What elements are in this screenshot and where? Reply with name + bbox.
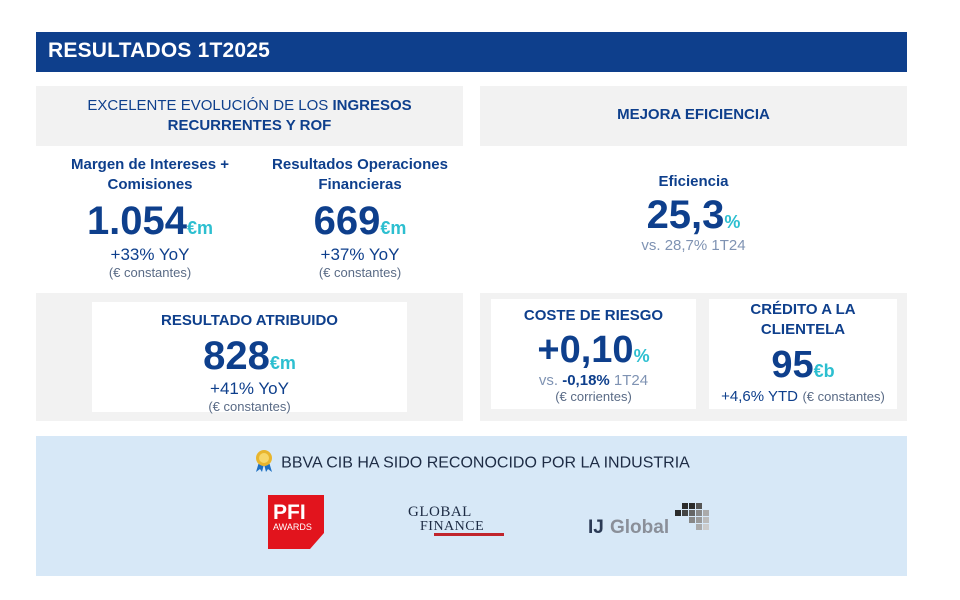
credito-label-line1: CRÉDITO A LA — [750, 301, 856, 318]
resultado-unit: €m — [269, 353, 296, 373]
metric-label: Margen de Intereses + Comisiones — [50, 155, 250, 195]
eficiencia-label: Eficiencia — [658, 173, 729, 190]
resultado-change: +41% YoY — [210, 379, 289, 398]
riesgo-credito-panel: COSTE DE RIESGO +0,10% vs. -0,18% 1T24 (… — [480, 293, 907, 421]
right-panel-title: MEJORA EFICIENCIA — [617, 106, 770, 123]
eficiencia-value-row: 25,3% — [480, 195, 907, 235]
eficiencia-compare: vs. 28,7% 1T24 — [641, 237, 746, 254]
credito-label-line2: CLIENTELA — [760, 321, 846, 338]
award-ribbon-icon — [253, 449, 275, 478]
global-text-ij: Global — [610, 517, 669, 538]
left-title-panel: EXCELENTE EVOLUCIÓN DE LOS INGRESOS RECU… — [36, 86, 463, 146]
metric-unit: €m — [187, 218, 214, 238]
resultado-note: (€ constantes) — [208, 399, 291, 414]
finance-text: FINANCE — [420, 519, 484, 534]
page-title: RESULTADOS 1T2025 — [48, 39, 271, 62]
credito-label: CRÉDITO A LA CLIENTELA — [709, 300, 897, 340]
metric-change: +33% YoY — [110, 245, 190, 264]
ijglobal-logo: IJ Global — [588, 501, 718, 541]
metric-label-line1: Resultados Operaciones — [272, 156, 448, 173]
coste-riesgo-card: COSTE DE RIESGO +0,10% vs. -0,18% 1T24 (… — [491, 299, 696, 409]
pfi-awards-logo: PFI AWARDS — [268, 495, 324, 549]
credito-card: CRÉDITO A LA CLIENTELA 95€b +4,6% YTD (€… — [709, 299, 897, 409]
recognition-title: BBVA CIB HA SIDO RECONOCIDO POR LA INDUS… — [281, 454, 690, 472]
metric-value-row: 1.054€m — [50, 201, 250, 241]
coste-unit: % — [633, 346, 650, 366]
metric-note: (€ constantes) — [318, 265, 402, 280]
metric-value: 1.054 — [86, 199, 188, 243]
left-title-bold-2: RECURRENTES Y ROF — [167, 117, 332, 134]
global-finance-logo: GLOBAL FINANCE — [406, 500, 506, 540]
recognition-title-row: BBVA CIB HA SIDO RECONOCIDO POR LA INDUS… — [36, 449, 907, 478]
metric-label: Resultados Operaciones Financieras — [258, 155, 462, 195]
resultado-panel: RESULTADO ATRIBUIDO 828€m +41% YoY (€ co… — [36, 293, 463, 421]
recognition-band: BBVA CIB HA SIDO RECONOCIDO POR LA INDUS… — [36, 436, 907, 576]
resultado-value-row: 828€m — [92, 336, 407, 376]
ij-text: IJ — [588, 517, 604, 538]
coste-compare-prefix: vs. — [538, 372, 563, 389]
coste-note: (€ corrientes) — [555, 389, 632, 404]
credito-value: 95 — [771, 344, 814, 386]
eficiencia-unit: % — [724, 212, 741, 232]
coste-value-row: +0,10% — [491, 331, 696, 369]
metric-resultados-operaciones: Resultados Operaciones Financieras 669€m… — [258, 155, 462, 285]
global-text: GLOBAL — [408, 504, 472, 520]
credito-value-row: 95€b — [709, 346, 897, 384]
metric-label-line2: Financieras — [318, 176, 402, 193]
metric-value: 669 — [313, 199, 381, 243]
metric-note: (€ constantes) — [108, 265, 192, 280]
resultado-label: RESULTADO ATRIBUIDO — [161, 312, 338, 329]
coste-compare-value: -0,18% — [562, 372, 610, 389]
metric-label-line2: Comisiones — [107, 176, 193, 193]
coste-label: COSTE DE RIESGO — [523, 307, 664, 324]
left-title-prefix: EXCELENTE EVOLUCIÓN DE LOS — [87, 97, 333, 114]
metric-eficiencia: Eficiencia 25,3% vs. 28,7% 1T24 — [480, 172, 907, 272]
resultado-value: 828 — [203, 334, 270, 378]
coste-compare: vs. -0,18% 1T24 — [491, 372, 696, 389]
metric-unit: €m — [380, 218, 407, 238]
metric-label-line1: Margen de Intereses + — [71, 156, 229, 173]
coste-value: +0,10 — [537, 329, 634, 371]
credito-change-row: +4,6% YTD (€ constantes) — [709, 388, 897, 406]
page-title-bar: RESULTADOS 1T2025 — [36, 32, 907, 72]
metric-change: +37% YoY — [320, 245, 400, 264]
metric-margen-intereses: Margen de Intereses + Comisiones 1.054€m… — [50, 155, 250, 285]
coste-compare-suffix: 1T24 — [609, 372, 649, 389]
left-title-bold-1: INGRESOS — [332, 97, 412, 114]
metric-value-row: 669€m — [258, 201, 462, 241]
pfi-text: PFI — [273, 501, 306, 524]
pfi-awards-text: AWARDS — [273, 522, 312, 532]
credito-unit: €b — [813, 361, 835, 381]
left-panel-title: EXCELENTE EVOLUCIÓN DE LOS INGRESOS RECU… — [36, 86, 463, 136]
right-title-panel: MEJORA EFICIENCIA — [480, 86, 907, 146]
eficiencia-value: 25,3 — [646, 193, 725, 237]
resultado-card: RESULTADO ATRIBUIDO 828€m +41% YoY (€ co… — [92, 302, 407, 414]
credito-change: +4,6% YTD — [721, 388, 799, 405]
credito-note: (€ constantes) — [802, 389, 885, 404]
